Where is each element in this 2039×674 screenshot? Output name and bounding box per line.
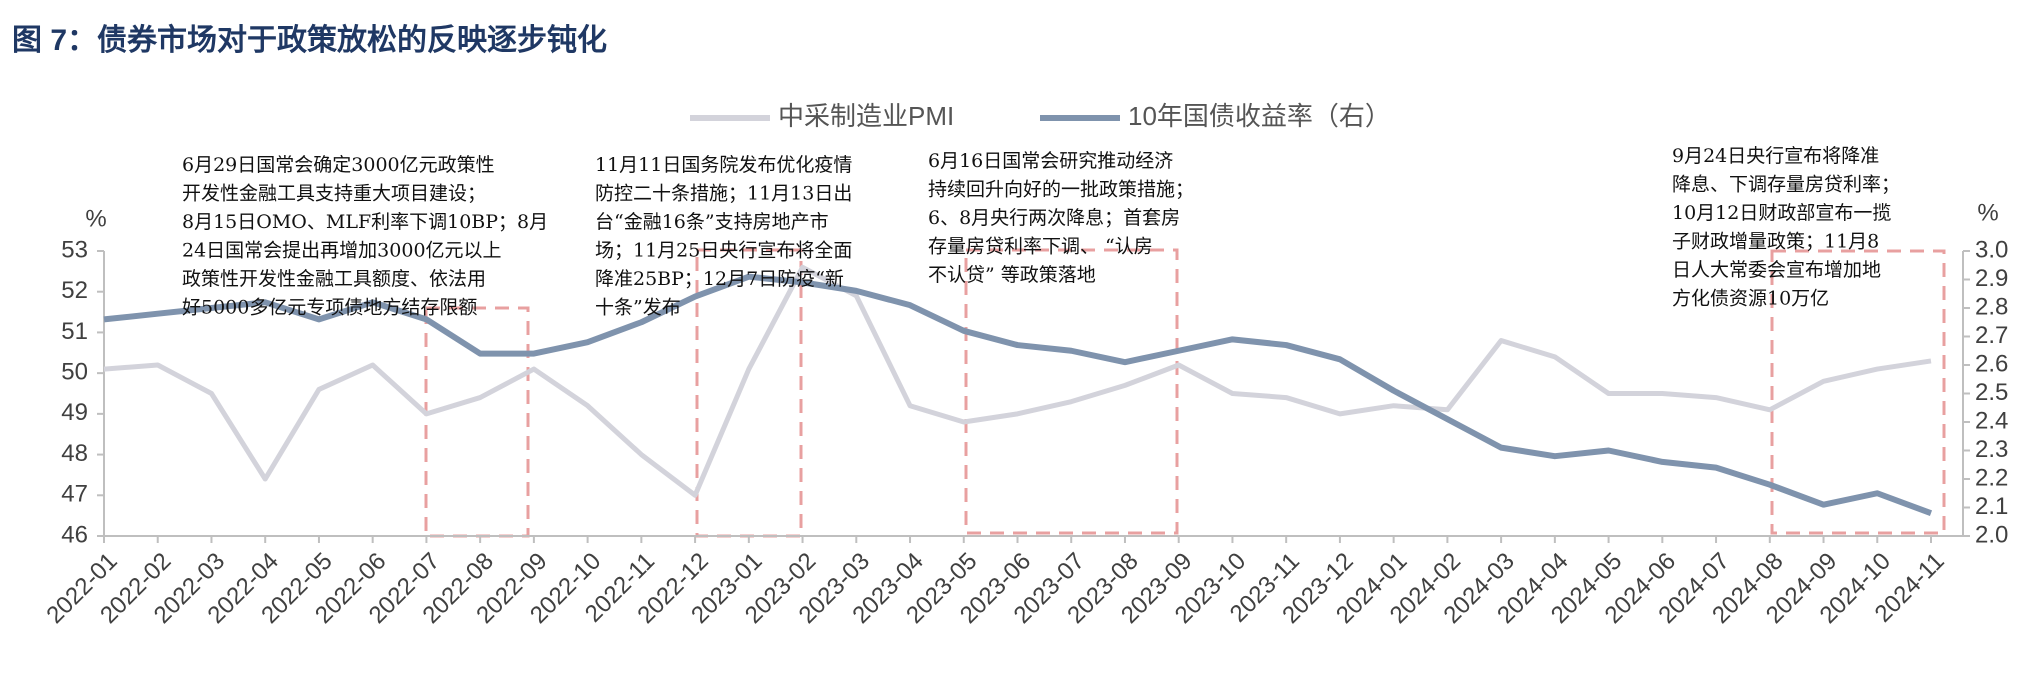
annotation-text: 降息、下调存量房贷利率； <box>1672 174 1900 196</box>
annotation-text: 子财政增量政策；11月8 <box>1672 231 1879 253</box>
annotation-text: 存量房贷利率下调、 “认房 <box>928 236 1153 258</box>
y-tick-label: 49 <box>61 399 88 426</box>
y2-tick-label: 2.9 <box>1975 265 2008 292</box>
annotation-text: 日人大常委会宣布增加地 <box>1672 259 1881 281</box>
y2-tick-label: 2.6 <box>1975 350 2008 377</box>
period-box <box>964 248 1179 535</box>
annotation-text: 开发性金融工具支持重大项目建设； <box>182 183 486 205</box>
annotation-text: 防控二十条措施；11月13日出 <box>595 183 852 205</box>
y2-tick-label: 2.3 <box>1975 436 2008 463</box>
y2-tick-label: 3.0 <box>1975 236 2008 263</box>
annotation-text: 6月29日国常会确定3000亿元政策性 <box>182 154 495 176</box>
annotation-text: 十条”发布 <box>595 297 681 319</box>
annotation-text: 24日国常会提出再增加3000亿元以上 <box>182 240 502 262</box>
y2-tick-label: 2.0 <box>1975 521 2008 548</box>
annotation-text: 降准25BP；12月7日防疫“新 <box>595 268 844 290</box>
annotation-text: 10月12日财政部宣布一揽 <box>1672 202 1891 224</box>
annotation-text: 11月11日国务院发布优化疫情 <box>595 154 852 176</box>
legend-label: 中采制造业PMI <box>778 101 954 131</box>
y-tick-label: 48 <box>61 440 88 467</box>
y-tick-label: 50 <box>61 358 88 385</box>
period-box <box>1770 249 1946 535</box>
y2-tick-label: 2.2 <box>1975 464 2008 491</box>
y-unit: % <box>85 205 106 232</box>
annotation-text: 场；11月25日央行宣布将全面 <box>595 240 852 262</box>
y-tick-label: 53 <box>61 236 88 263</box>
annotation-text: 9月24日央行宣布将降准 <box>1672 145 1879 167</box>
period-box <box>424 306 530 538</box>
y2-tick-label: 2.4 <box>1975 407 2008 434</box>
y2-tick-label: 2.5 <box>1975 379 2008 406</box>
y-tick-label: 51 <box>61 318 88 345</box>
chart-title: 图 7：债券市场对于政策放松的反映逐步钝化 <box>12 23 607 57</box>
series-line <box>103 264 1932 498</box>
annotation-text: 8月15日OMO、MLF利率下调10BP；8月 <box>182 211 548 233</box>
annotation-text: 持续回升向好的一批政策措施； <box>928 179 1194 201</box>
y2-tick-label: 2.7 <box>1975 322 2008 349</box>
y2-tick-label: 2.8 <box>1975 293 2008 320</box>
y2-unit: % <box>1977 199 1998 226</box>
annotation-text: 台“金融16条”支持房地产市 <box>595 211 829 233</box>
annotation-text: 6月16日国常会研究推动经济 <box>928 150 1173 172</box>
y-tick-label: 47 <box>61 481 88 508</box>
y2-tick-label: 2.1 <box>1975 493 2008 520</box>
annotation-text: 政策性开发性金融工具额度、依法用 <box>182 268 486 290</box>
y-tick-label: 46 <box>61 521 88 548</box>
annotation-text: 不认贷” 等政策落地 <box>928 264 1096 286</box>
annotation-text: 6、8月央行两次降息；首套房 <box>928 207 1180 229</box>
annotation-text: 方化债资源10万亿 <box>1672 288 1829 310</box>
annotation-text: 好5000多亿元专项债地方结存限额 <box>182 297 477 319</box>
legend-label: 10年国债收益率（右） <box>1128 101 1391 131</box>
series-line <box>103 273 1933 517</box>
y-tick-label: 52 <box>61 277 88 304</box>
